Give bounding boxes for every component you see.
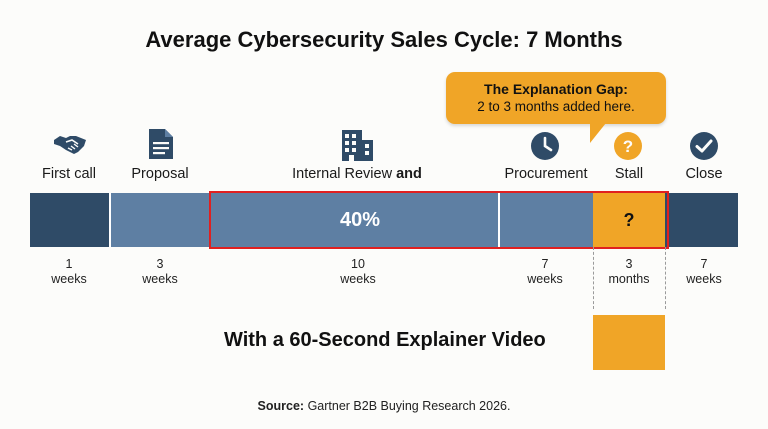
source-label: Source:: [257, 399, 305, 413]
timeline-bar: [30, 193, 738, 247]
duration-proposal: 3 weeks: [120, 257, 200, 287]
segment-divider: [109, 193, 111, 247]
duration-unit: weeks: [527, 272, 563, 286]
step-label-procurement: Procurement: [504, 166, 588, 182]
duration-value: 3: [156, 257, 164, 271]
review-procurement-highlight: [209, 191, 669, 249]
explainer-video-text: With a 60-Second Explainer Video: [224, 329, 546, 351]
duration-unit: weeks: [686, 272, 722, 286]
source-note: Source: Gartner B2B Buying Research 2026…: [0, 399, 768, 413]
duration-value: 10: [351, 257, 365, 271]
stall-question-mark: ?: [623, 210, 635, 230]
building-icon: [340, 128, 373, 161]
page-title: Average Cybersecurity Sales Cycle: 7 Mon…: [145, 27, 623, 52]
duration-value: 7: [700, 257, 708, 271]
callout-heading: The Explanation Gap:: [484, 81, 628, 97]
segment-close: [665, 193, 738, 247]
duration-unit: months: [608, 272, 650, 286]
handshake-icon: [52, 128, 86, 160]
checkmark-icon: [689, 131, 721, 163]
step-label-internal-review-bold: and: [396, 166, 422, 182]
duration-value: 7: [541, 257, 549, 271]
clock-icon: [530, 131, 562, 163]
segment-stall: [593, 193, 665, 247]
duration-first-call: 1 weeks: [29, 257, 109, 287]
step-label-internal-review-text: Internal Review: [292, 166, 393, 182]
step-label-stall: Stall: [614, 166, 644, 182]
stall-guide-right: [665, 247, 666, 309]
highlight-percent: 40%: [339, 209, 381, 231]
document-icon: [148, 128, 180, 160]
step-label-proposal: Proposal: [131, 166, 189, 182]
segment-first-call: [30, 193, 109, 247]
explanation-gap-callout: The Explanation Gap: 2 to 3 months added…: [446, 72, 666, 124]
duration-stall: 3 months: [589, 257, 669, 287]
duration-unit: weeks: [51, 272, 87, 286]
duration-close: 7 weeks: [664, 257, 744, 287]
duration-internal-review: 10 weeks: [318, 257, 398, 287]
segment-middle: [110, 193, 593, 247]
duration-value: 1: [65, 257, 73, 271]
duration-procurement: 7 weeks: [505, 257, 585, 287]
duration-value: 3: [625, 257, 633, 271]
question-icon: ?: [613, 131, 645, 163]
explainer-video-block: [593, 315, 665, 370]
stall-guide-left: [593, 247, 594, 309]
duration-unit: weeks: [340, 272, 376, 286]
segment-divider: [498, 193, 500, 247]
callout-pointer: [590, 123, 606, 143]
step-label-close: Close: [685, 166, 723, 182]
source-text: Gartner B2B Buying Research 2026.: [307, 399, 511, 413]
step-label-first-call: First call: [42, 166, 96, 182]
callout-text: 2 to 3 months added here.: [477, 99, 635, 114]
duration-unit: weeks: [142, 272, 178, 286]
svg-text:?: ?: [623, 137, 633, 156]
step-label-internal-review: Internal Review and: [292, 166, 422, 182]
